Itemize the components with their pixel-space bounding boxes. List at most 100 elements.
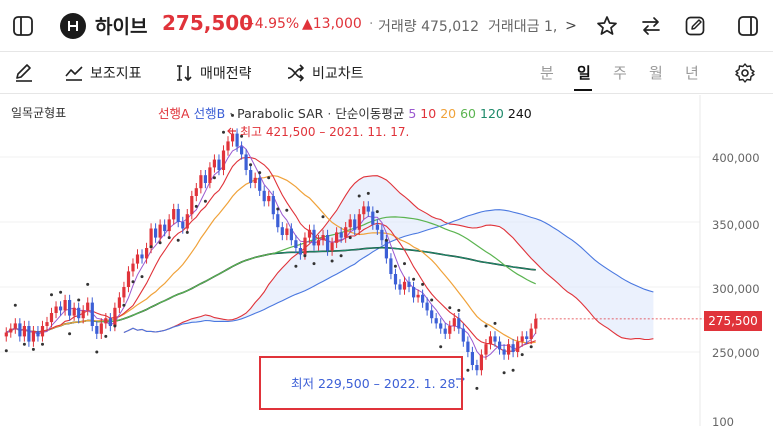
compare-label: 비교차트 (312, 66, 364, 82)
sar-dot (448, 306, 452, 310)
candle-body (131, 263, 135, 272)
candle-body (185, 214, 189, 229)
candle-body (529, 328, 533, 339)
candle-body (244, 154, 248, 170)
stock-chart-area[interactable]: 일목균형표 선행A 선행B · Parabolic SAR · 단순이동평균 5 10 20 60… (0, 95, 773, 426)
period-year[interactable]: 년 (685, 64, 699, 82)
candle-body (22, 326, 26, 337)
sar-dot (13, 303, 17, 307)
candle-body (443, 328, 447, 334)
candle-body (407, 281, 411, 287)
candle-body (126, 271, 131, 287)
sar-dot (149, 245, 153, 249)
candle-body (95, 326, 99, 334)
favorite-star-icon[interactable] (592, 11, 622, 41)
strategy-button[interactable]: 매매전략 (174, 60, 252, 86)
legend-ma5: 5 (408, 106, 417, 121)
candle-body (375, 224, 379, 230)
candle-body (235, 133, 239, 147)
price-chart[interactable] (0, 95, 773, 426)
sar-dot (294, 264, 298, 268)
candle-body (470, 352, 474, 365)
candle-body (194, 188, 198, 196)
sar-dot (95, 350, 99, 354)
stock-logo-icon (60, 13, 86, 39)
strategy-label: 매매전략 (200, 66, 252, 82)
legend-ma120: 120 (480, 106, 504, 121)
legend-sep: · (327, 106, 332, 121)
candle-body (27, 326, 31, 342)
sar-dot (312, 262, 316, 266)
compare-button[interactable]: 비교차트 (286, 60, 364, 86)
candle-body (145, 248, 149, 259)
legend-ma60: 60 (460, 106, 477, 121)
y-axis-tick: 300,000 (712, 282, 760, 296)
side-panel-icon[interactable] (733, 11, 763, 41)
moving-average-ma5 (6, 144, 537, 358)
candle-body (13, 323, 17, 329)
indicator-icon (65, 66, 83, 81)
sar-dot (194, 204, 198, 208)
candle-body (493, 336, 497, 342)
sar-dot (412, 277, 416, 281)
period-day[interactable]: 일 (577, 64, 591, 82)
candle-body (421, 294, 425, 303)
candle-body (167, 219, 171, 232)
candle-body (249, 170, 253, 183)
y-axis-tick: 250,000 (712, 346, 760, 360)
sar-dot (158, 241, 162, 245)
candle-body (163, 224, 167, 232)
candle-body (36, 331, 40, 337)
candle-body (448, 326, 452, 334)
sar-dot (41, 342, 44, 346)
current-price: 275,500 (162, 11, 254, 35)
candle-body (380, 229, 384, 241)
sar-dot (493, 321, 497, 325)
candle-body (344, 227, 348, 238)
candle-body (402, 281, 407, 290)
candle-body (172, 209, 176, 220)
period-week[interactable]: 주 (613, 64, 627, 82)
period-month[interactable]: 월 (649, 64, 663, 82)
candle-body (326, 235, 330, 251)
candle-body (339, 232, 343, 238)
candle-body (457, 318, 461, 329)
sar-dot (258, 171, 262, 175)
sidebar-toggle-icon[interactable] (8, 12, 38, 40)
candle-body (72, 307, 76, 316)
candle-body (312, 229, 316, 246)
candle-body (226, 141, 230, 151)
swap-arrows-icon[interactable] (636, 11, 666, 41)
candle-body (416, 294, 420, 298)
draw-pen-icon[interactable] (10, 58, 38, 86)
sar-dot (22, 342, 26, 346)
candle-body (316, 240, 321, 246)
strategy-icon (177, 65, 192, 81)
volume-text: 거래량 475,012 (378, 19, 479, 35)
candle-body (122, 287, 126, 298)
header-more-button[interactable]: > (565, 18, 577, 34)
legend-span-a: 선행A (158, 106, 190, 121)
sar-dot (176, 238, 180, 242)
active-period-underline (574, 89, 592, 91)
candle-body (357, 214, 361, 230)
high-price-annotation: 최고 421,500 – 2021. 11. 17. (240, 125, 410, 139)
indicator-button[interactable]: 보조지표 (64, 60, 142, 86)
candle-body (63, 300, 67, 311)
candle-body (108, 318, 112, 326)
settings-gear-icon[interactable] (731, 59, 759, 87)
sar-dot (140, 275, 144, 279)
candle-body (475, 365, 479, 371)
candle-body (54, 306, 58, 313)
edit-note-icon[interactable] (680, 11, 710, 41)
candle-body (285, 228, 289, 235)
candle-body (149, 228, 153, 248)
candle-body (276, 214, 280, 228)
sar-dot (77, 298, 81, 302)
sar-dot (113, 324, 117, 328)
period-minute[interactable]: 분 (540, 64, 554, 82)
value-traded-text: 거래대금 1, (488, 19, 558, 35)
y-axis-tick: 350,000 (712, 218, 760, 232)
candle-body (190, 196, 194, 215)
candle-body (371, 211, 375, 225)
